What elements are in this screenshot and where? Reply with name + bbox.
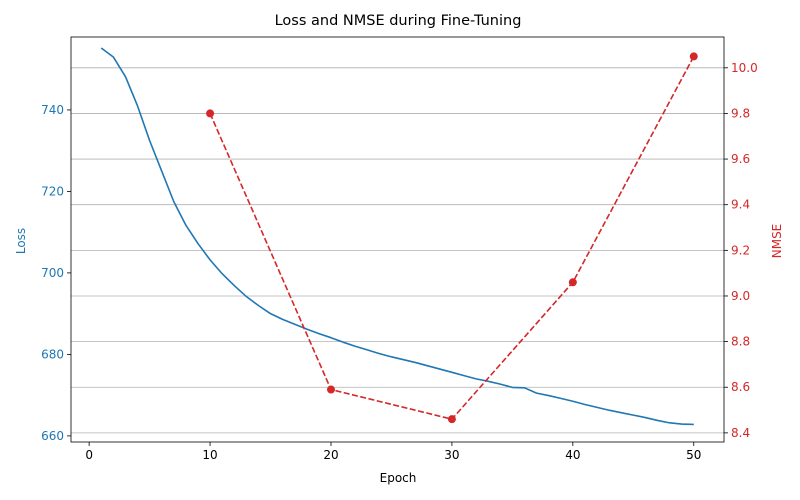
y-right-tick-label: 8.6	[731, 380, 750, 394]
nmse-point	[447, 415, 456, 424]
x-tick-label: 20	[323, 448, 338, 462]
x-tick-label: 50	[686, 448, 701, 462]
y-left-tick-label: 720	[41, 184, 64, 198]
y-right-tick-label: 8.4	[731, 426, 750, 440]
loss-line	[100, 47, 694, 426]
y-left-tick-label: 740	[41, 103, 64, 117]
plot-frame	[70, 36, 725, 443]
y-axis-right-label: NMSE	[770, 224, 784, 259]
x-tick-label: 40	[565, 448, 580, 462]
y-right-tick-label: 9.6	[731, 152, 750, 166]
y-left-tick-label: 700	[41, 266, 64, 280]
chart-title: Loss and NMSE during Fine-Tuning	[275, 13, 522, 29]
y-right-tick-label: 10.0	[731, 61, 758, 75]
nmse-point	[206, 109, 215, 118]
y-right-tick-label: 9.2	[731, 243, 750, 257]
y-right-tick-label: 9.4	[731, 198, 750, 212]
y-right-tick-label: 8.8	[731, 335, 750, 349]
x-tick-label: 0	[85, 448, 93, 462]
y-axis-left-label: Loss	[14, 228, 28, 254]
y-right-tick-label: 9.0	[731, 289, 750, 303]
y-right-tick-label: 9.8	[731, 106, 750, 120]
x-tick-label: 10	[202, 448, 217, 462]
x-tick-label: 30	[444, 448, 459, 462]
y-left-tick-label: 680	[41, 347, 64, 361]
axes: 0 10 20 30 40 50 660 680 700 720 740 8.4 8.6 8.8 9.0 9.…	[41, 36, 758, 462]
nmse-line	[209, 56, 695, 420]
grid	[71, 67, 724, 434]
nmse-series	[206, 52, 698, 424]
nmse-point	[326, 385, 335, 394]
nmse-point	[689, 52, 698, 61]
y-left-tick-label: 660	[41, 429, 64, 443]
loss-series	[100, 47, 694, 426]
x-axis-label: Epoch	[380, 471, 417, 485]
nmse-point	[568, 278, 577, 287]
